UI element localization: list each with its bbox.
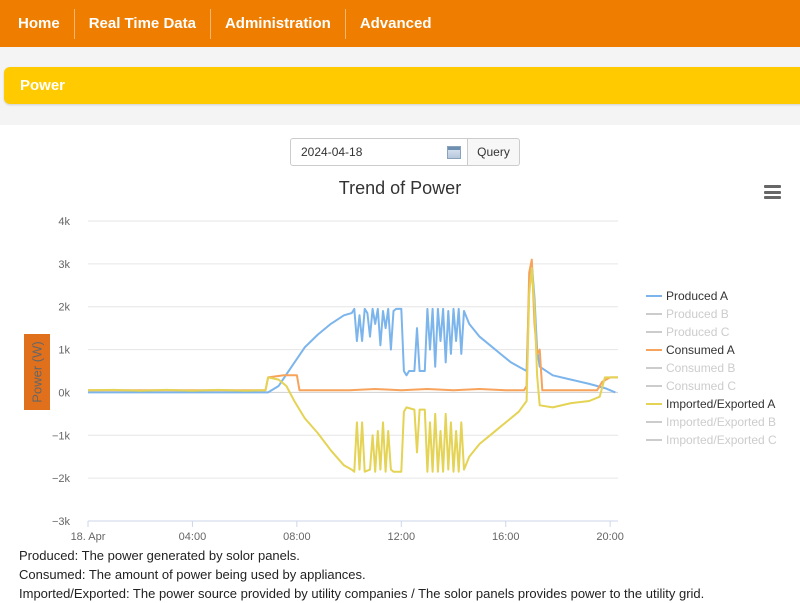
section-title: Power [4, 67, 800, 104]
legend-swatch [646, 439, 662, 441]
legend-item-consumed-b[interactable]: Consumed B [646, 359, 777, 377]
notes: Produced: The power generated by solor p… [19, 546, 704, 603]
y-tick-label: −3k [52, 516, 71, 528]
legend-item-produced-b[interactable]: Produced B [646, 305, 777, 323]
legend-swatch [646, 367, 662, 369]
y-tick-label: −1k [52, 430, 71, 442]
y-axis-title: Power (W) [29, 341, 45, 403]
legend-swatch [646, 349, 662, 351]
legend-item-produced-c[interactable]: Produced C [646, 323, 777, 341]
note-consumed: Consumed: The amount of power being used… [19, 567, 366, 582]
legend-label: Imported/Exported A [666, 397, 776, 411]
legend-swatch [646, 313, 662, 315]
date-input[interactable]: 2024-04-18 [290, 138, 468, 166]
legend-label: Imported/Exported B [666, 415, 777, 429]
series-line-consumed-a [88, 258, 618, 392]
legend-swatch [646, 331, 662, 333]
legend-item-consumed-c[interactable]: Consumed C [646, 377, 777, 395]
legend-label: Produced B [666, 307, 729, 321]
query-button[interactable]: Query [468, 138, 520, 166]
nav-home[interactable]: Home [18, 14, 60, 32]
series-line-produced-a [88, 262, 616, 394]
series-line-imported-exported-a [87, 267, 618, 473]
legend-swatch [646, 385, 662, 387]
chart-title: Trend of Power [338, 178, 462, 198]
date-value: 2024-04-18 [301, 145, 363, 159]
nav-real-time-data[interactable]: Real Time Data [73, 8, 210, 39]
nav-administration[interactable]: Administration [209, 8, 345, 39]
legend-label: Consumed A [666, 343, 735, 357]
x-tick-label: 08:00 [283, 531, 311, 543]
legend-label: Produced C [666, 325, 730, 339]
y-tick-label: −2k [52, 473, 71, 485]
legend-item-imported-exported-b[interactable]: Imported/Exported B [646, 413, 777, 431]
chart-menu-icon[interactable] [764, 185, 781, 199]
legend-swatch [646, 421, 662, 423]
nav-advanced[interactable]: Advanced [344, 8, 446, 39]
x-tick-label: 18. Apr [71, 531, 106, 543]
legend-label: Consumed B [666, 361, 736, 375]
x-tick-label: 12:00 [388, 531, 416, 543]
legend-item-consumed-a[interactable]: Consumed A [646, 341, 777, 359]
legend-label: Consumed C [666, 379, 737, 393]
x-tick-label: 20:00 [596, 531, 624, 543]
chart-legend: Produced A Produced B Produced C Consumed A… [646, 287, 777, 449]
legend-item-produced-a[interactable]: Produced A [646, 287, 777, 305]
x-tick-label: 04:00 [179, 531, 207, 543]
legend-swatch [646, 403, 662, 405]
y-tick-label: 0k [58, 387, 70, 399]
y-tick-label: 3k [58, 259, 70, 271]
y-tick-label: 4k [58, 216, 70, 228]
y-tick-label: 1k [58, 345, 70, 357]
calendar-icon[interactable] [447, 146, 461, 159]
legend-label: Imported/Exported C [666, 433, 777, 447]
query-bar: 2024-04-18 Query [290, 138, 520, 166]
legend-item-imported-exported-c[interactable]: Imported/Exported C [646, 431, 777, 449]
note-imported-exported: Imported/Exported: The power source prov… [19, 586, 705, 601]
x-tick-label: 16:00 [492, 531, 520, 543]
y-tick-label: 2k [58, 302, 70, 314]
note-produced: Produced: The power generated by solor p… [19, 548, 300, 563]
legend-label: Produced A [666, 289, 729, 303]
y-axis-title-highlight [24, 334, 50, 410]
legend-item-imported-exported-a[interactable]: Imported/Exported A [646, 395, 777, 413]
top-navigation: Home Real Time Data Administration Advan… [0, 0, 800, 47]
legend-swatch [646, 295, 662, 297]
